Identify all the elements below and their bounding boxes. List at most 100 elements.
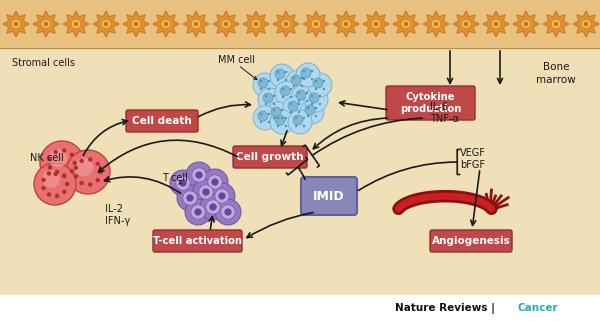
Polygon shape [213, 11, 239, 37]
Circle shape [268, 80, 270, 82]
Circle shape [258, 78, 268, 88]
Circle shape [221, 19, 231, 29]
Polygon shape [423, 11, 449, 37]
Circle shape [42, 170, 60, 188]
Circle shape [304, 88, 328, 112]
Circle shape [104, 22, 109, 26]
Circle shape [74, 174, 78, 178]
Circle shape [371, 19, 381, 29]
Circle shape [170, 170, 196, 196]
Circle shape [284, 22, 289, 26]
Circle shape [34, 163, 76, 205]
Circle shape [55, 194, 59, 198]
Circle shape [374, 22, 379, 26]
Circle shape [319, 95, 321, 97]
Polygon shape [573, 11, 599, 37]
Circle shape [265, 103, 267, 105]
Circle shape [131, 19, 141, 29]
Circle shape [11, 19, 21, 29]
Text: NK cell: NK cell [30, 153, 64, 163]
Circle shape [277, 125, 279, 127]
Circle shape [307, 107, 309, 109]
Bar [0, 0, 600, 48]
Circle shape [254, 22, 259, 26]
Circle shape [296, 63, 320, 87]
Circle shape [315, 107, 317, 109]
Circle shape [300, 100, 324, 124]
Circle shape [62, 190, 67, 194]
Circle shape [44, 22, 49, 26]
Circle shape [209, 204, 217, 211]
Circle shape [164, 22, 169, 26]
Circle shape [290, 88, 292, 90]
Circle shape [298, 92, 300, 94]
Circle shape [179, 179, 187, 187]
Circle shape [209, 183, 235, 209]
Circle shape [275, 69, 285, 79]
Circle shape [193, 179, 219, 205]
Circle shape [584, 22, 589, 26]
Circle shape [315, 88, 317, 90]
Text: IL-2
IFN-γ: IL-2 IFN-γ [105, 204, 130, 226]
Circle shape [186, 162, 212, 188]
Circle shape [265, 95, 267, 97]
Polygon shape [183, 11, 209, 37]
Circle shape [290, 103, 292, 105]
FancyBboxPatch shape [386, 86, 475, 120]
Circle shape [268, 121, 270, 123]
Circle shape [290, 96, 292, 98]
Circle shape [273, 109, 275, 111]
Circle shape [273, 95, 275, 97]
Circle shape [581, 19, 591, 29]
Polygon shape [273, 11, 299, 37]
Circle shape [101, 19, 111, 29]
Circle shape [224, 22, 229, 26]
Circle shape [315, 115, 317, 117]
Polygon shape [63, 11, 89, 37]
Circle shape [285, 125, 287, 127]
Circle shape [293, 85, 295, 87]
Circle shape [293, 77, 295, 79]
Text: Cell death: Cell death [132, 116, 192, 126]
Circle shape [62, 173, 67, 178]
Circle shape [47, 192, 51, 197]
Circle shape [53, 172, 58, 176]
Circle shape [70, 152, 74, 157]
Polygon shape [363, 11, 389, 37]
Circle shape [176, 176, 190, 190]
Polygon shape [33, 11, 59, 37]
Circle shape [224, 208, 232, 216]
Circle shape [73, 161, 77, 165]
Circle shape [66, 150, 110, 194]
Circle shape [281, 19, 291, 29]
Circle shape [298, 111, 300, 113]
Circle shape [282, 88, 284, 90]
Circle shape [199, 185, 213, 199]
Circle shape [258, 88, 282, 112]
Circle shape [88, 157, 92, 162]
Polygon shape [453, 11, 479, 37]
Circle shape [303, 117, 305, 119]
Text: IL-6
TNF-α: IL-6 TNF-α [430, 102, 459, 125]
Circle shape [281, 117, 283, 119]
Polygon shape [243, 11, 269, 37]
Polygon shape [93, 11, 119, 37]
Text: T-cell activation: T-cell activation [153, 236, 242, 246]
Circle shape [298, 103, 300, 105]
Circle shape [192, 168, 206, 182]
Circle shape [48, 165, 52, 169]
Text: VEGF
bFGF: VEGF bFGF [460, 148, 486, 170]
Circle shape [183, 191, 197, 205]
Circle shape [404, 22, 409, 26]
Circle shape [41, 178, 46, 182]
Circle shape [554, 22, 559, 26]
Circle shape [461, 19, 471, 29]
Circle shape [202, 188, 209, 195]
Circle shape [41, 19, 51, 29]
Circle shape [74, 22, 79, 26]
FancyBboxPatch shape [233, 146, 307, 168]
Circle shape [191, 205, 205, 219]
Text: T cell: T cell [162, 173, 188, 183]
Polygon shape [483, 11, 509, 37]
Circle shape [288, 101, 298, 111]
